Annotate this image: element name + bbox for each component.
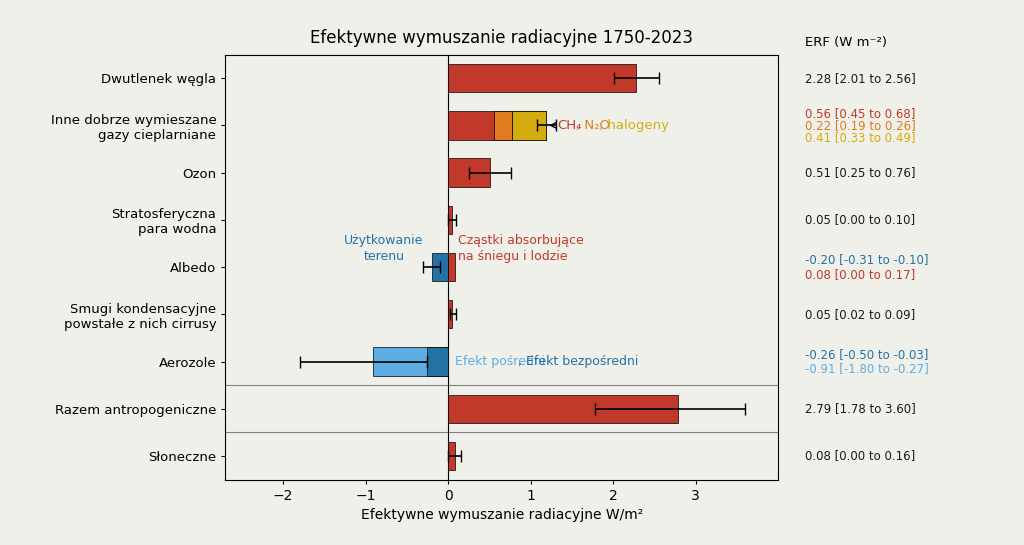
Text: Efekt pośredni: Efekt pośredni [455, 355, 545, 368]
Text: 0.22 [0.19 to 0.26]: 0.22 [0.19 to 0.26] [805, 119, 915, 132]
Bar [431, 253, 449, 281]
Text: , Efekt bezpośredni: , Efekt bezpośredni [518, 355, 639, 368]
Text: 0.56 [0.45 to 0.68]: 0.56 [0.45 to 0.68] [805, 107, 915, 120]
Bar [373, 347, 449, 376]
Bar [495, 111, 512, 140]
Text: 0.05 [0.02 to 0.09]: 0.05 [0.02 to 0.09] [805, 308, 915, 321]
Text: 2.28 [2.01 to 2.56]: 2.28 [2.01 to 2.56] [805, 71, 915, 84]
Text: 2.79 [1.78 to 3.60]: 2.79 [1.78 to 3.60] [805, 402, 915, 415]
Bar [449, 442, 455, 470]
Text: -0.91 [-1.80 to -0.27]: -0.91 [-1.80 to -0.27] [805, 362, 929, 375]
Text: , halogeny: , halogeny [599, 119, 669, 132]
Text: 0.08 [0.00 to 0.16]: 0.08 [0.00 to 0.16] [805, 450, 915, 463]
Text: CH₄: CH₄ [557, 119, 582, 132]
Text: 0.41 [0.33 to 0.49]: 0.41 [0.33 to 0.49] [805, 131, 915, 144]
X-axis label: Efektywne wymuszanie radiacyjne W/m²: Efektywne wymuszanie radiacyjne W/m² [360, 508, 643, 522]
Bar [449, 159, 490, 187]
Text: 0.51 [0.25 to 0.76]: 0.51 [0.25 to 0.76] [805, 166, 915, 179]
Bar [427, 347, 449, 376]
Bar [449, 64, 636, 92]
Bar [449, 111, 547, 140]
Bar [449, 205, 453, 234]
Text: 0.05 [0.00 to 0.10]: 0.05 [0.00 to 0.10] [805, 213, 915, 226]
Text: 0.08 [0.00 to 0.17]: 0.08 [0.00 to 0.17] [805, 268, 915, 281]
Bar [512, 111, 547, 140]
Text: Cząstki absorbujące
na śniegu i lodzie: Cząstki absorbujące na śniegu i lodzie [458, 234, 584, 263]
Bar [449, 300, 453, 329]
Text: ERF (W m⁻²): ERF (W m⁻²) [805, 37, 887, 50]
Text: Użytkowanie
terenu: Użytkowanie terenu [344, 234, 424, 263]
Text: , N₂O: , N₂O [577, 119, 610, 132]
Text: -0.26 [-0.50 to -0.03]: -0.26 [-0.50 to -0.03] [805, 348, 928, 361]
Bar [449, 253, 455, 281]
Title: Efektywne wymuszanie radiacyjne 1750-2023: Efektywne wymuszanie radiacyjne 1750-202… [310, 29, 693, 47]
Bar [449, 395, 678, 423]
Text: -0.20 [-0.31 to -0.10]: -0.20 [-0.31 to -0.10] [805, 253, 929, 267]
